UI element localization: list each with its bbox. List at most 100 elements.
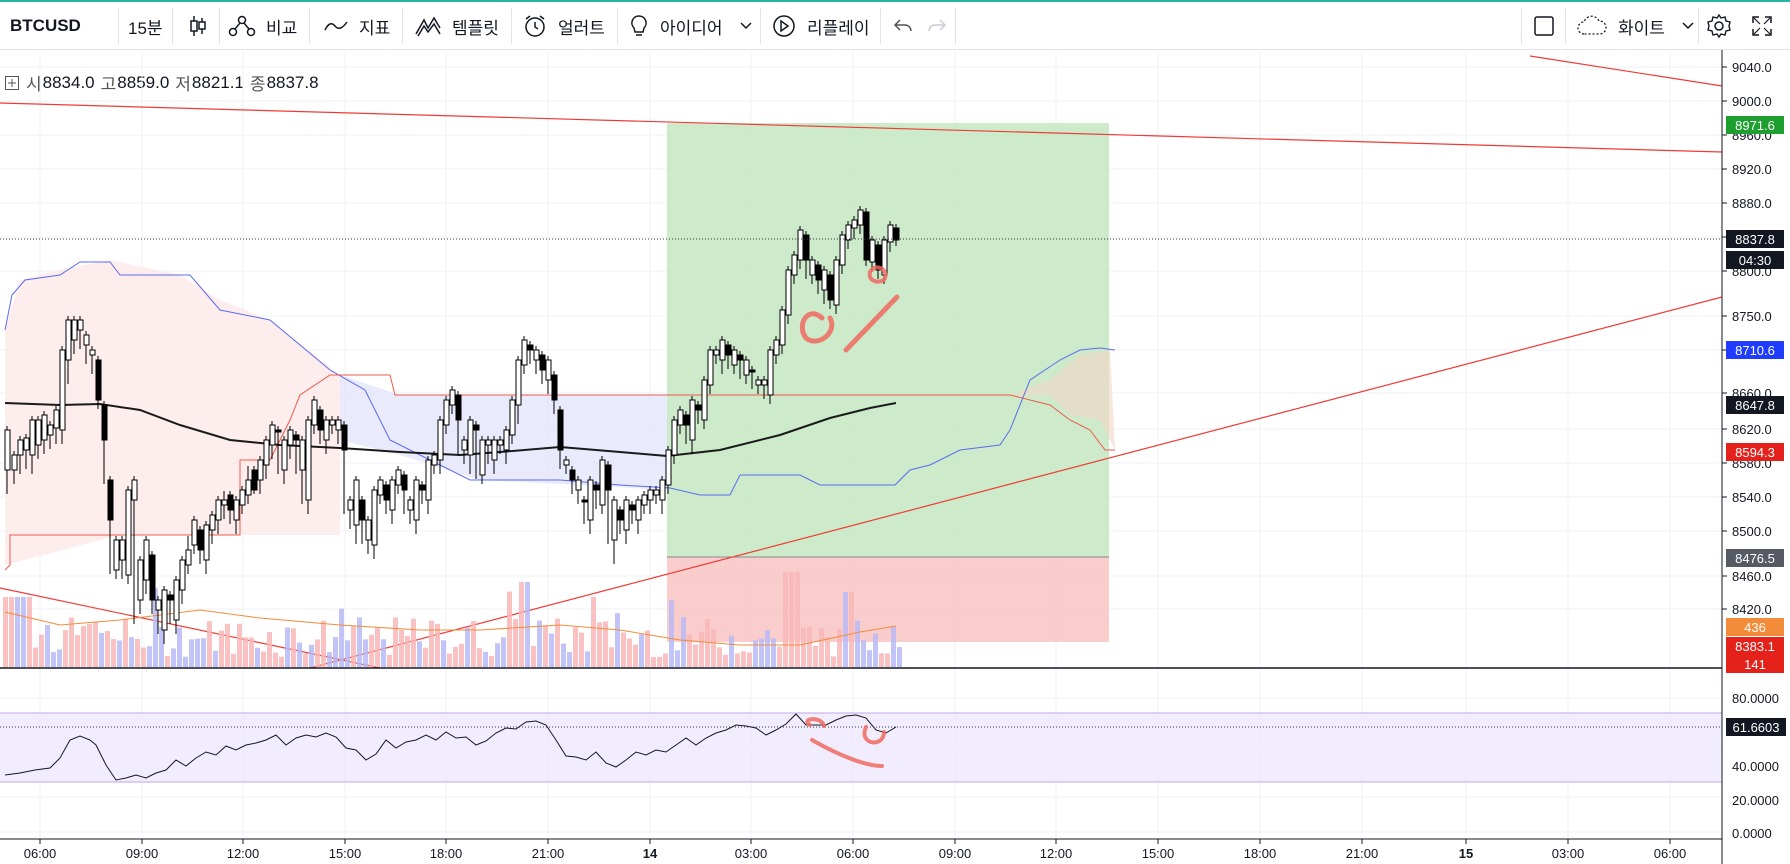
candle-body (749, 369, 756, 373)
drawing-oscillator-circle1[interactable] (805, 717, 826, 728)
templates-button[interactable]: 템플릿 (414, 2, 499, 50)
time-tick-label: 15 (1459, 846, 1473, 861)
candle-body (107, 479, 114, 521)
drawing-oscillator-circle2[interactable] (862, 725, 886, 745)
candle-body (425, 459, 432, 501)
volume-bar (303, 653, 308, 667)
volume-bar (531, 645, 536, 667)
divider (760, 8, 761, 44)
long-stop-zone[interactable] (667, 557, 1109, 642)
candle-body (803, 234, 810, 261)
indicators-button[interactable]: 지표 (323, 2, 390, 50)
fullscreen-button[interactable] (1750, 2, 1774, 50)
volume-bar (543, 625, 548, 667)
time-tick-label: 06:00 (24, 846, 57, 861)
fullscreen-select-button[interactable] (1533, 2, 1555, 50)
chart-canvas[interactable]: 9040.09000.08960.08920.08880.08840.08800… (0, 50, 1790, 864)
volume-bar (63, 630, 68, 667)
candle-body (665, 449, 672, 486)
interval-button[interactable]: 15분 (128, 2, 163, 50)
oscillator-axis[interactable]: 80.0000 40.0000 20.0000 0.0000 61.6603 (1726, 691, 1786, 841)
candle-body (869, 239, 876, 263)
divider (219, 8, 220, 44)
candle-body (365, 519, 372, 541)
time-axis[interactable]: 06:00 09:00 12:00 15:00 18:00 21:00 14 03:00 06:… (24, 839, 1687, 861)
resistance-trendline[interactable] (0, 102, 1723, 153)
chevron-down-icon (740, 22, 752, 30)
candle-body (59, 349, 66, 431)
candle-body (71, 319, 78, 341)
candle-body (527, 344, 534, 351)
undo-button[interactable] (892, 2, 914, 50)
interval-label: 15분 (128, 18, 163, 38)
volume-bar (561, 643, 566, 667)
candle-body (4, 429, 11, 471)
volume-bar (609, 647, 614, 667)
volume-bar (741, 651, 746, 667)
time-tick-label: 21:00 (1346, 846, 1379, 861)
volume-bar (681, 617, 686, 667)
alert-button[interactable]: 얼러트 (522, 2, 605, 50)
candle-body (629, 504, 636, 511)
volume-bar (717, 647, 722, 667)
candle-body (311, 399, 318, 426)
indicators-label: 지표 (359, 18, 391, 38)
volume-bar (597, 622, 602, 667)
top-trendline[interactable] (1529, 55, 1723, 87)
candle-body (659, 479, 666, 501)
ideas-button[interactable]: 아이디어 (628, 2, 753, 50)
high-value: 8859.0 (117, 72, 170, 92)
candle-body (293, 434, 300, 441)
drawing-oscillator-underline[interactable] (810, 738, 884, 768)
oscillator-tick-label: 0.0000 (1732, 826, 1772, 841)
volume-bar (45, 624, 50, 667)
drawing-circle-top-annotation[interactable] (867, 265, 888, 284)
divider (118, 8, 119, 44)
volume-bar (477, 648, 482, 667)
candle-body (479, 439, 486, 476)
compare-button[interactable]: 비교 (228, 2, 297, 50)
candle-body (341, 424, 348, 451)
volume-bar (237, 623, 242, 667)
drawing-circle-annotation[interactable] (799, 311, 835, 344)
volume-bar (213, 650, 218, 667)
top-toolbar: BTCUSD 15분 비교 지표 템플릿 얼러트 아이디어 리플레이 (0, 0, 1790, 50)
layout-save-button[interactable]: 화이트 (1576, 2, 1695, 50)
close-value: 8837.8 (266, 72, 319, 92)
volume-bar (3, 597, 8, 667)
candle-body (251, 469, 258, 491)
chart-type-button[interactable] (188, 2, 208, 50)
candle-body (473, 424, 480, 431)
replay-button[interactable]: 리플레이 (771, 2, 870, 50)
volume-bar (819, 628, 824, 667)
open-label: 시 (26, 75, 42, 94)
volume-bar (231, 653, 236, 667)
long-profit-zone[interactable] (667, 123, 1109, 557)
candle-body (437, 419, 444, 461)
price-axis[interactable]: 9040.09000.08960.08920.08880.08840.08800… (1722, 60, 1772, 617)
price-tick-label: 9000.0 (1732, 94, 1772, 109)
symbol-search[interactable]: BTCUSD (10, 2, 81, 50)
support-trendline[interactable] (309, 296, 1723, 669)
volume-bar (525, 582, 530, 667)
volume-bar (153, 588, 158, 667)
settings-button[interactable] (1706, 2, 1732, 50)
candle-body (95, 359, 102, 401)
candle-body (833, 259, 840, 306)
drawing-slash-annotation[interactable] (843, 294, 900, 353)
volume-bar (375, 626, 380, 667)
candle-body (683, 414, 690, 426)
candle-body (221, 499, 228, 506)
collapse-legend-icon[interactable] (4, 75, 20, 91)
candle-body (113, 539, 120, 571)
volume-bar (57, 649, 62, 667)
volume-bar (123, 618, 128, 667)
volume-bar (135, 638, 140, 667)
expand-icon (1752, 16, 1772, 36)
volume-bar (159, 627, 164, 667)
volume-bar (783, 572, 788, 667)
candle-body (137, 559, 144, 601)
candle-body (431, 454, 438, 466)
volume-bar (21, 597, 26, 667)
redo-button[interactable] (926, 2, 948, 50)
